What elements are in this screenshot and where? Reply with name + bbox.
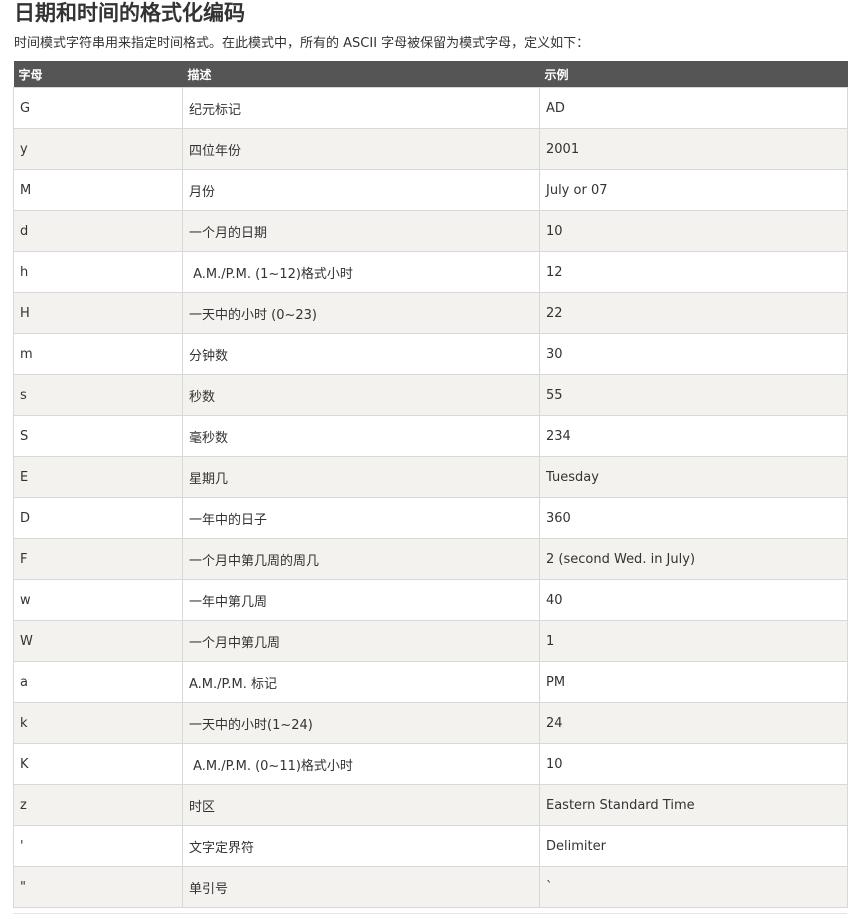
cell-example: 10 [539,210,848,252]
cell-example: 10 [539,743,848,785]
cell-example: 30 [539,333,848,375]
cell-description: 分钟数 [182,333,540,375]
page-title: 日期和时间的格式化编码 [14,1,245,25]
table-row: h A.M./P.M. (1~12)格式小时 12 [13,251,848,293]
cell-description: 一年中的日子 [182,497,540,539]
cell-letter: " [13,866,183,908]
cell-example: 2 (second Wed. in July) [539,538,848,580]
column-header-description: 描述 [182,61,540,88]
table-row: D 一年中的日子 360 [13,497,848,539]
table-row: s 秒数 55 [13,374,848,416]
table-body: G 纪元标记 AD y 四位年份 2001 M 月份 July or 07 d 一个月的日期 10 h … [13,87,848,908]
cell-letter: w [13,579,183,621]
table-row: d 一个月的日期 10 [13,210,848,252]
cell-letter: M [13,169,183,211]
cell-letter: k [13,702,183,744]
cell-example: 24 [539,702,848,744]
cell-description: 月份 [182,169,540,211]
cell-description: 文字定界符 [182,825,540,867]
cell-letter: G [13,87,183,129]
cell-example: 234 [539,415,848,457]
table-row: F 一个月中第几周的周几 2 (second Wed. in July) [13,538,848,580]
cell-letter: W [13,620,183,662]
cell-description: A.M./P.M. 标记 [182,661,540,703]
cell-description: 一个月中第几周 [182,620,540,662]
table-row: H 一天中的小时 (0~23) 22 [13,292,848,334]
table-row: E 星期几 Tuesday [13,456,848,498]
table-row: y 四位年份 2001 [13,128,848,170]
table-row: S 毫秒数 234 [13,415,848,457]
cell-letter: D [13,497,183,539]
table-header: 字母 描述 示例 [13,61,848,88]
cell-example: Delimiter [539,825,848,867]
cell-example: 1 [539,620,848,662]
cell-letter: d [13,210,183,252]
cell-letter: S [13,415,183,457]
cell-example: PM [539,661,848,703]
cell-example: 360 [539,497,848,539]
cell-description: 毫秒数 [182,415,540,457]
cell-description: 一个月的日期 [182,210,540,252]
cell-example: 55 [539,374,848,416]
table-row: G 纪元标记 AD [13,87,848,129]
cell-description: 时区 [182,784,540,826]
table-row: z 时区 Eastern Standard Time [13,784,848,826]
cell-letter: K [13,743,183,785]
cell-description: 一年中第几周 [182,579,540,621]
cell-letter: H [13,292,183,334]
cell-description: 秒数 [182,374,540,416]
cell-description: 一个月中第几周的周几 [182,538,540,580]
cell-letter: F [13,538,183,580]
table-row: k 一天中的小时(1~24) 24 [13,702,848,744]
format-codes-table-container: 字母 描述 示例 G 纪元标记 AD y 四位年份 2001 M 月份 July or 07 d 一… [13,61,848,908]
table-row: w 一年中第几周 40 [13,579,848,621]
cell-example: Tuesday [539,456,848,498]
cell-description: 一天中的小时 (0~23) [182,292,540,334]
cell-letter: m [13,333,183,375]
cell-description: 星期几 [182,456,540,498]
cell-letter: ' [13,825,183,867]
table-row: m 分钟数 30 [13,333,848,375]
table-header-row: 字母 描述 示例 [13,61,848,88]
cell-description: 纪元标记 [182,87,540,129]
table-row: ' 文字定界符 Delimiter [13,825,848,867]
cell-example: 40 [539,579,848,621]
table-row: W 一个月中第几周 1 [13,620,848,662]
column-header-letter: 字母 [13,61,183,88]
cell-description: 四位年份 [182,128,540,170]
cell-example: July or 07 [539,169,848,211]
table-row: K A.M./P.M. (0~11)格式小时 10 [13,743,848,785]
cell-example: AD [539,87,848,129]
cell-example: 12 [539,251,848,293]
cell-description: 一天中的小时(1~24) [182,702,540,744]
format-codes-table: 字母 描述 示例 G 纪元标记 AD y 四位年份 2001 M 月份 July or 07 d 一… [13,61,848,908]
cell-description: A.M./P.M. (1~12)格式小时 [182,251,540,293]
cell-example: ` [539,866,848,908]
cell-example: 22 [539,292,848,334]
cell-example: Eastern Standard Time [539,784,848,826]
cell-letter: h [13,251,183,293]
cell-letter: z [13,784,183,826]
intro-text: 时间模式字符串用来指定时间格式。在此模式中，所有的 ASCII 字母被保留为模式… [14,36,590,51]
column-header-example: 示例 [539,61,848,88]
cell-letter: s [13,374,183,416]
divider [13,913,847,914]
cell-description: 单引号 [182,866,540,908]
cell-description: A.M./P.M. (0~11)格式小时 [182,743,540,785]
table-row: " 单引号 ` [13,866,848,908]
table-row: M 月份 July or 07 [13,169,848,211]
cell-example: 2001 [539,128,848,170]
cell-letter: y [13,128,183,170]
table-row: a A.M./P.M. 标记 PM [13,661,848,703]
cell-letter: a [13,661,183,703]
cell-letter: E [13,456,183,498]
